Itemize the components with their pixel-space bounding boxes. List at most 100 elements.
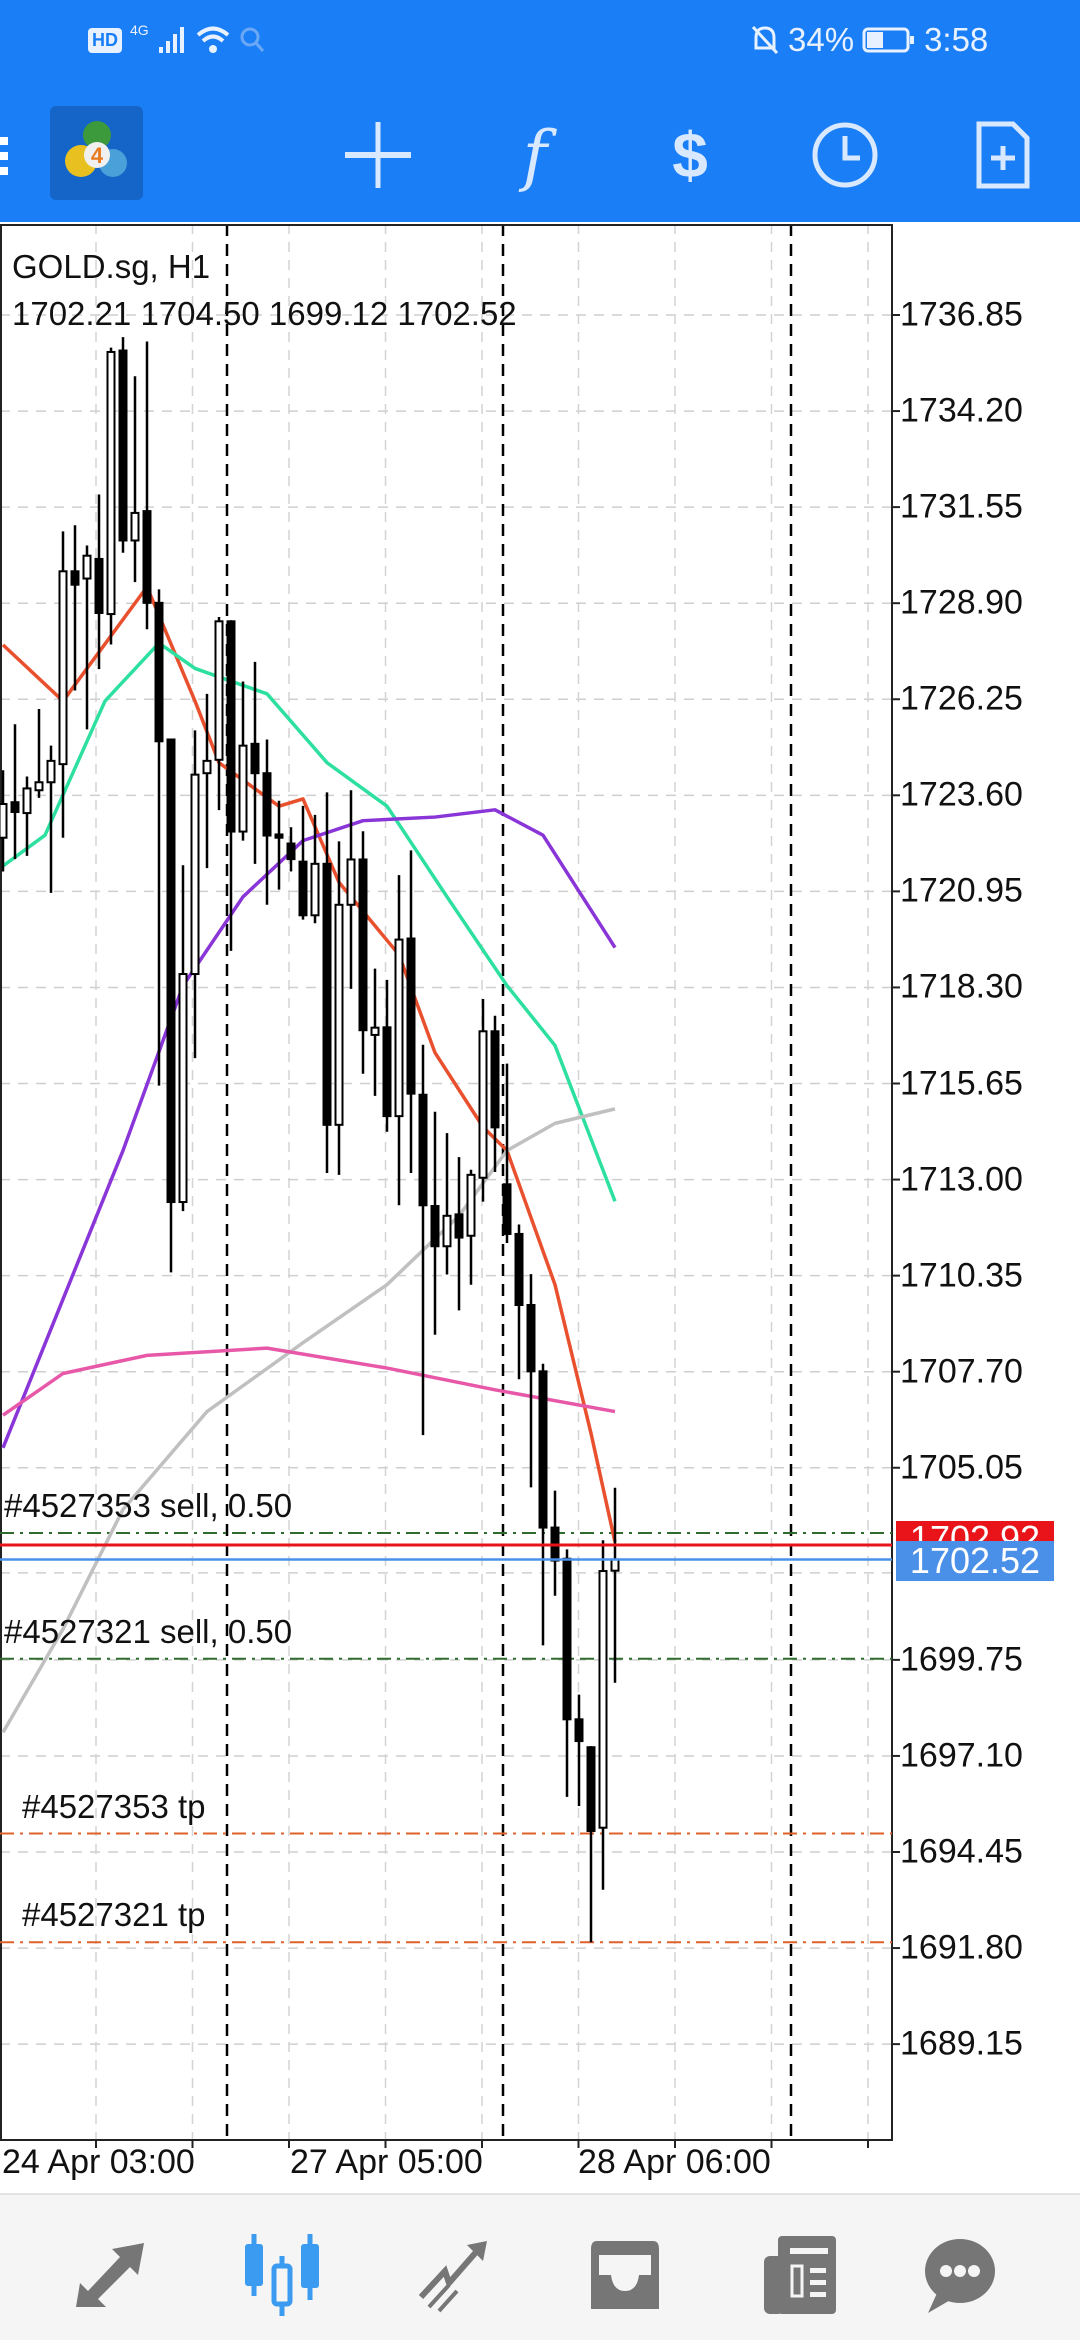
candle-bullish [82,554,92,580]
candle-bullish [394,938,404,1118]
bid-price-label: 1702.52 [896,1541,1054,1581]
candle-bullish [46,759,56,784]
nav-quotes[interactable] [60,2225,160,2325]
candle-bearish [418,1093,428,1207]
time-label: 24 Apr 03:00 [2,2143,195,2181]
candle-bearish [154,601,164,743]
candle-bullish [106,350,116,616]
timeframe-clock-icon [812,122,878,188]
price-tick-label: 1707.70 [900,1352,1023,1391]
candle-bullish [214,620,224,761]
candle-bullish [442,1214,452,1248]
candle-bearish [574,1718,584,1743]
moving-average-line [1,585,617,1543]
search-icon [240,27,264,52]
quotes-icon [76,2243,144,2307]
price-tick-label: 1734.20 [900,391,1023,430]
crosshair-button[interactable] [333,110,423,200]
timeframe-button[interactable] [800,110,890,200]
price-tick-label: 1731.55 [900,487,1023,526]
nav-chart[interactable] [232,2225,332,2325]
price-tick-label: 1705.05 [900,1448,1023,1487]
price-tick-label: 1713.00 [900,1160,1023,1199]
bell-off-icon [751,25,779,55]
menu-icon [0,137,8,175]
svg-text:4: 4 [90,143,103,168]
battery-percent: 34% [788,21,855,58]
chart-ohlc: 1702.21 1704.50 1699.12 1702.52 [12,295,517,332]
price-chart[interactable] [0,224,1080,2193]
moving-average-line [1,808,617,1449]
candle-bearish [70,570,80,586]
candle-bearish [262,772,272,837]
candle-bullish [190,773,200,976]
trade-button[interactable]: $ [645,110,735,200]
candle-bullish [58,570,68,766]
indicators-button[interactable]: f [490,110,580,200]
news-icon [764,2236,836,2314]
candle-bullish [202,759,212,775]
price-tick-label: 1691.80 [900,1928,1023,1967]
candle-bullish [130,511,140,542]
candle-bearish [286,842,296,861]
signal-bars-icon [158,27,184,53]
candle-bearish [454,1213,464,1239]
nav-messages[interactable] [908,2225,1008,2325]
candle-bearish [10,801,20,813]
candle-bullish [238,744,248,833]
nav-trade[interactable] [405,2225,505,2325]
price-tick-label: 1715.65 [900,1064,1023,1102]
price-tick-label: 1699.75 [900,1640,1023,1679]
candle-bearish [358,858,368,1032]
nav-history[interactable] [575,2225,675,2325]
candle-bullish [466,1173,476,1237]
candle-bullish [334,903,344,1126]
menu-button[interactable] [0,110,30,200]
hd-icon: HD [88,27,122,53]
moving-average-line [1,1107,616,1734]
trade-label: #4527353 tp [22,1787,206,1825]
candle-bearish [250,742,260,775]
clock-time: 3:58 [924,21,989,58]
battery-icon [862,27,915,53]
indicators-icon: f [522,116,548,194]
candle-bearish [118,349,128,542]
price-tick-label: 1723.60 [900,775,1023,814]
price-tick-label: 1728.90 [900,583,1023,622]
ask-price-label: 1702.92 [896,1521,1054,1543]
candle-bearish [406,937,416,1095]
trade-label: #4527321 tp [22,1896,206,1934]
metatrader4-logo[interactable]: 4 [50,106,143,200]
chart-symbol: GOLD.sg, H1 [12,248,211,285]
new-order-icon [976,121,1030,189]
candle-bearish [562,1557,572,1721]
candle-bearish [514,1232,524,1306]
candle-bullish [34,781,44,792]
nav-news[interactable] [750,2225,850,2325]
price-tick-label: 1736.85 [900,295,1023,334]
trade-icon [418,2241,487,2313]
trade-label: #4527321 sell, 0.50 [4,1612,293,1650]
candle-bullish [0,803,8,839]
price-tick-label: 1697.10 [900,1736,1023,1775]
wifi-icon [196,26,229,53]
candle-bullish [478,1030,488,1179]
bottom-navigation [0,2193,1080,2340]
status-left: HD 4G [88,20,265,60]
candle-bearish [166,738,176,1204]
candle-bearish [274,833,284,839]
trade-dollar-icon: $ [672,119,708,191]
status-right: 34% 3:58 [750,20,988,60]
candle-bearish [382,1026,392,1118]
price-tick-label: 1694.45 [900,1832,1023,1871]
candle-bullish [22,787,32,815]
new-order-button[interactable] [958,110,1048,200]
candle-bearish [298,860,308,917]
candle-bearish [490,1030,500,1129]
candle-bearish [502,1183,512,1235]
price-tick-label: 1720.95 [900,871,1023,910]
time-label: 28 Apr 06:00 [578,2143,771,2181]
price-tick-label: 1689.15 [900,2024,1023,2063]
candle-bearish [94,557,104,614]
candle-bearish [526,1303,536,1373]
